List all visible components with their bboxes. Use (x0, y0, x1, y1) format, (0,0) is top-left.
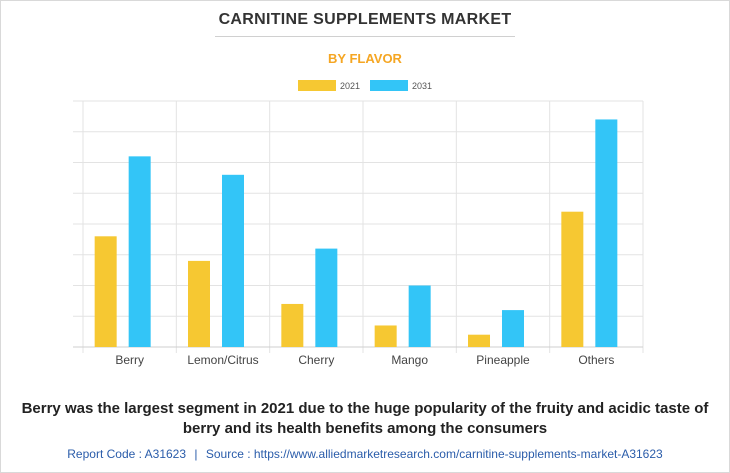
x-tick-label: Lemon/Citrus (187, 353, 258, 367)
bar-2021-others (561, 211, 584, 347)
legend-item-2021: 2021 (297, 80, 360, 91)
bar-2021-mango (374, 325, 397, 347)
source-link[interactable]: Source : https://www.alliedmarketresearc… (205, 447, 663, 461)
bar-2021-cherry (281, 303, 304, 347)
bar-chart: Berry Lemon/Citrus Cherry Mango Pineapple Oth… (73, 100, 644, 367)
footer-separator: | (194, 447, 198, 461)
bar-2021-pineapple (468, 334, 490, 347)
chart-title: CARNITINE SUPPLEMENTS MARKET (218, 11, 512, 28)
legend-swatch-2031 (370, 80, 408, 91)
bar-2031-others (595, 119, 618, 347)
footer: Report Code : A31623 | Source : https://… (0, 447, 730, 461)
bar-2031-mango (408, 285, 431, 347)
legend-label-2031: 2031 (412, 80, 433, 91)
legend-label-2021: 2021 (339, 80, 360, 91)
bar-2031-lemon-citrus (222, 174, 244, 347)
x-tick-label: Others (578, 353, 614, 367)
bar-2031-berry (128, 156, 151, 347)
bar-2031-pineapple (502, 310, 524, 347)
x-tick-label: Cherry (298, 353, 334, 367)
bar-2021-lemon-citrus (188, 260, 210, 347)
bar-2021-berry (94, 236, 117, 347)
x-tick-label: Berry (115, 353, 144, 367)
title-divider (215, 36, 515, 37)
legend-swatch-2021 (297, 80, 336, 91)
bar-2031-cherry (315, 248, 338, 347)
chart-subtitle: BY FLAVOR (328, 51, 402, 66)
chart-caption: Berry was the largest segment in 2021 du… (21, 400, 709, 437)
report-code: Report Code : A31623 (67, 447, 187, 461)
x-tick-label: Mango (391, 353, 428, 367)
x-tick-label: Pineapple (476, 353, 530, 367)
legend-item-2031: 2031 (370, 80, 432, 91)
legend: 2021 2031 (0, 80, 730, 91)
